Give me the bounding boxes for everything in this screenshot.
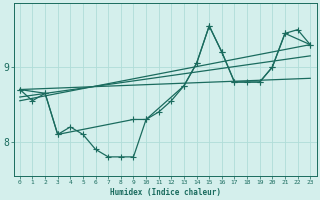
X-axis label: Humidex (Indice chaleur): Humidex (Indice chaleur) [109,188,220,197]
